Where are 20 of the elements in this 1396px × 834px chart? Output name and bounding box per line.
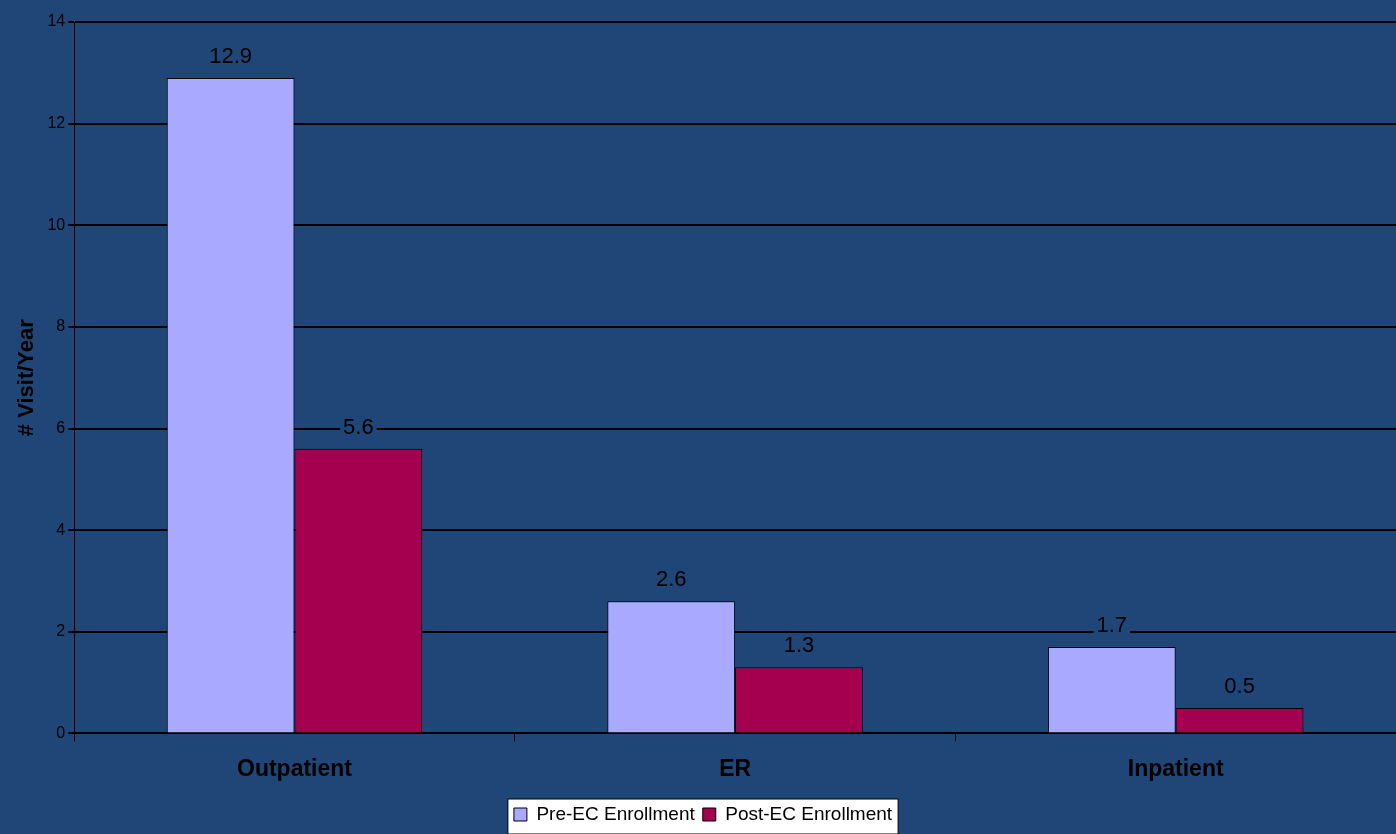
data-label: 1.7	[1096, 612, 1128, 638]
x-tick-label: ER	[719, 754, 752, 781]
y-tick-label: 4	[56, 520, 66, 538]
y-axis-title: # Visit/Year	[13, 318, 39, 437]
y-tick-label: 6	[56, 418, 66, 436]
data-label: 2.6	[655, 566, 687, 592]
legend-label: Pre-EC Enrollment	[536, 802, 696, 824]
y-tick-label: 14	[47, 12, 66, 30]
data-label: 1.3	[783, 632, 815, 658]
y-tick-label: 8	[56, 317, 66, 335]
legend-label: Post-EC Enrollment	[725, 802, 893, 824]
data-label: 12.9	[209, 42, 253, 68]
y-tick-label: 10	[47, 215, 66, 233]
y-tick-label: 0	[56, 723, 66, 741]
data-label: 5.6	[343, 413, 374, 439]
y-tick-label: 12	[47, 114, 66, 132]
y-tick-label: 2	[56, 622, 66, 640]
data-label: 0.5	[1224, 673, 1255, 699]
x-tick-label: Inpatient	[1127, 754, 1224, 781]
x-tick-label: Outpatient	[237, 754, 353, 781]
